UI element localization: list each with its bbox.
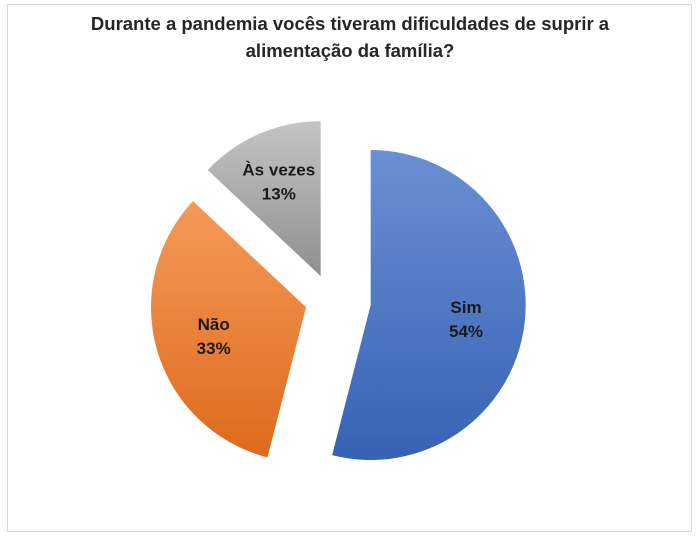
pie-slice-n-o xyxy=(151,201,307,458)
slice-label: Sim xyxy=(450,298,481,317)
slice-label: Não xyxy=(198,315,230,334)
chart-title-line-2: alimentação da família? xyxy=(245,40,455,61)
slice-value-label: 33% xyxy=(197,339,231,358)
chart-title-line-1: Durante a pandemia vocês tiveram dificul… xyxy=(90,13,610,34)
pie-slice--s-vezes xyxy=(207,121,321,277)
chart-title: Durante a pandemia vocês tiveram dificul… xyxy=(0,10,700,64)
slice-label: Às vezes xyxy=(242,160,315,179)
pie-slice-sim xyxy=(332,150,526,461)
slice-value-label: 54% xyxy=(449,322,483,341)
slice-value-label: 13% xyxy=(262,184,296,203)
